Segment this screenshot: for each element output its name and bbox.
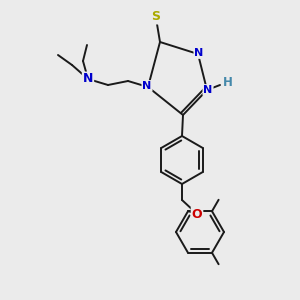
Text: N: N — [142, 81, 152, 91]
Text: N: N — [194, 48, 204, 58]
Text: O: O — [192, 208, 202, 220]
Text: N: N — [203, 85, 213, 95]
Text: S: S — [152, 11, 160, 23]
Text: N: N — [83, 73, 93, 85]
Text: H: H — [223, 76, 233, 88]
